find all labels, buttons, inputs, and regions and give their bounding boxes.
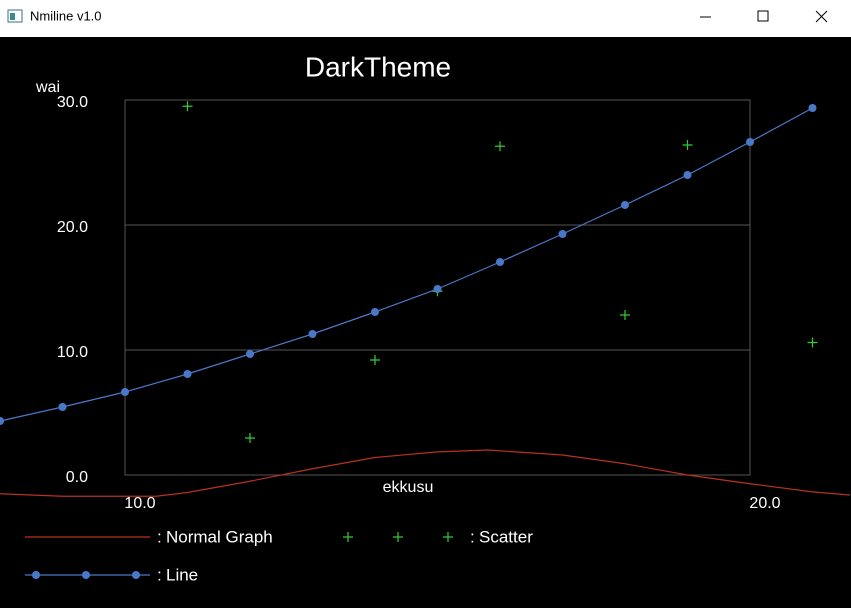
maximize-button[interactable] (757, 10, 769, 22)
line-marker (558, 230, 567, 238)
x-axis-label: ekkusu (383, 479, 434, 496)
window-title: Nmiline v1.0 (30, 8, 102, 23)
scatter-point (370, 355, 380, 365)
legend-label: Scatter (479, 527, 533, 546)
close-button[interactable] (815, 10, 828, 23)
line-marker (371, 308, 379, 316)
scatter-point (620, 310, 630, 320)
y-tick-label: 10.0 (57, 344, 88, 361)
y-axis-label: wai (35, 79, 60, 96)
chart-title: DarkTheme (305, 51, 451, 82)
normal-graph-line (0, 449, 851, 497)
line-marker (183, 370, 192, 378)
scatter-point (807, 337, 818, 348)
line-marker (496, 258, 504, 266)
line-marker (683, 171, 692, 179)
x-tick-label: 10.0 (124, 495, 155, 512)
line-marker (746, 138, 754, 146)
app-icon-detail (10, 13, 15, 20)
line-marker (308, 330, 317, 338)
y-tick-label: 0.0 (66, 469, 88, 486)
line-marker (121, 388, 129, 396)
y-tick-label: 30.0 (57, 94, 88, 111)
title-bar (0, 0, 851, 37)
line-marker (246, 350, 254, 358)
legend-swatch (32, 571, 40, 579)
x-tick-label: 20.0 (749, 495, 780, 512)
line-series (0, 107, 813, 422)
chart-area (0, 37, 851, 608)
legend-swatch (393, 532, 403, 542)
line-marker (58, 403, 67, 411)
scatter-point (182, 101, 193, 112)
scatter-point (495, 141, 505, 152)
line-marker (433, 285, 442, 293)
legend-swatch (443, 532, 453, 542)
legend-label: Normal Graph (166, 527, 273, 546)
legend-swatch (82, 571, 90, 579)
line-marker (0, 417, 4, 425)
legend-swatch (132, 571, 140, 579)
line-marker (621, 201, 629, 209)
legend-swatch (343, 532, 353, 542)
legend-separator: : (157, 565, 162, 584)
legend-separator: : (157, 527, 162, 546)
scatter-point (245, 433, 255, 443)
y-tick-label: 20.0 (57, 219, 88, 236)
scatter-point (682, 140, 693, 150)
legend-label: Line (166, 565, 198, 584)
legend-separator: : (470, 527, 475, 546)
line-marker (808, 104, 817, 112)
